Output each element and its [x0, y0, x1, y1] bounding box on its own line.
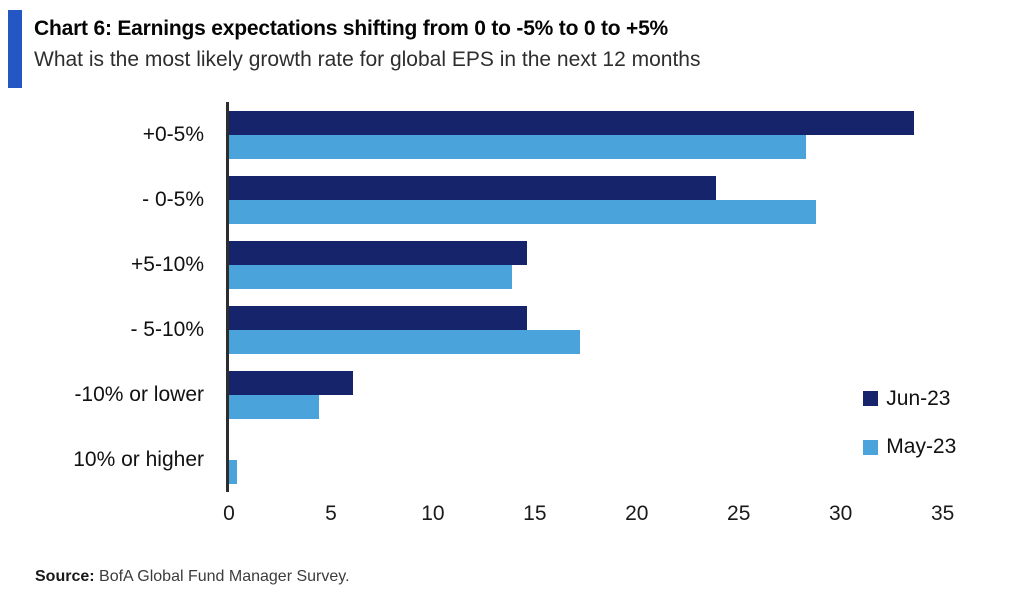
title-accent-bar — [8, 10, 22, 88]
legend-swatch — [863, 391, 879, 407]
bar-may-23 — [229, 264, 513, 289]
x-tick-label: 15 — [523, 502, 547, 525]
plot-area: Jun-23 May-23 — [226, 102, 1014, 492]
category-label: +0-5% — [142, 122, 204, 146]
legend-item-jun-23: Jun-23 — [863, 387, 950, 411]
category-label: +5-10% — [131, 252, 204, 276]
bar-jun-23 — [229, 110, 915, 135]
bar-row — [229, 102, 1014, 167]
bar-may-23 — [229, 459, 238, 484]
bar-row — [229, 167, 1014, 232]
x-tick-label: 30 — [829, 502, 853, 525]
bar-row — [229, 232, 1014, 297]
bar-jun-23 — [229, 305, 527, 330]
x-tick-label: 5 — [325, 502, 337, 525]
category-label: - 0-5% — [142, 187, 204, 211]
category-axis: +0-5% - 0-5% +5-10% - 5-10% -10% or lower 10%… — [0, 102, 226, 492]
chart-title: Chart 6: Earnings expectations shifting … — [34, 17, 669, 40]
category-label: 10% or higher — [73, 447, 204, 471]
legend-swatch — [863, 439, 879, 455]
bar-jun-23 — [229, 175, 717, 200]
bar-row — [229, 297, 1014, 362]
x-tick-label: 25 — [727, 502, 751, 525]
x-tick-label: 20 — [625, 502, 649, 525]
bar-row — [229, 362, 1014, 427]
category-label: -10% or lower — [74, 382, 204, 406]
x-tick-label: 10 — [421, 502, 445, 525]
chart-subtitle: What is the most likely growth rate for … — [34, 48, 701, 72]
bar-may-23 — [229, 134, 807, 159]
source-text: BofA Global Fund Manager Survey. — [94, 568, 350, 585]
bar-may-23 — [229, 329, 580, 354]
bar-jun-23 — [229, 240, 527, 265]
x-tick-label: 0 — [223, 502, 235, 525]
x-tick-label: 35 — [930, 502, 955, 525]
x-axis: 0 5 10 15 20 25 30 35 — [223, 500, 1014, 534]
title-block: Chart 6: Earnings expectations shifting … — [34, 10, 700, 88]
bar-row — [229, 427, 1014, 492]
bar-jun-23 — [229, 370, 354, 395]
legend-item-may-23: May-23 — [863, 435, 956, 459]
bar-may-23 — [229, 199, 817, 224]
source-line: Source: BofA Global Fund Manager Survey. — [35, 568, 350, 586]
category-label: - 5-10% — [130, 317, 204, 341]
legend-label: Jun-23 — [886, 386, 951, 410]
source-label: Source: — [35, 568, 95, 585]
chart-header: Chart 6: Earnings expectations shifting … — [8, 10, 700, 88]
legend-label: May-23 — [886, 435, 957, 459]
bar-may-23 — [229, 394, 319, 419]
bar-chart: +0-5% - 0-5% +5-10% - 5-10% -10% or lower 10%… — [0, 102, 1014, 492]
